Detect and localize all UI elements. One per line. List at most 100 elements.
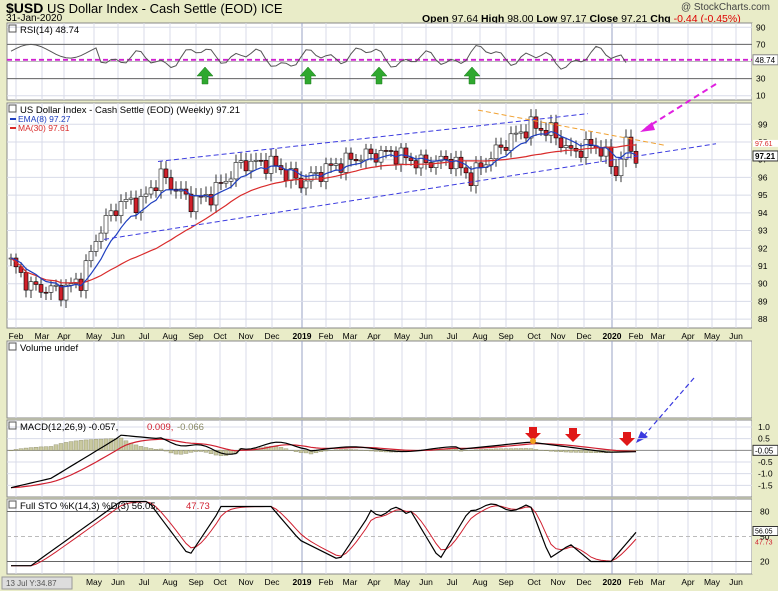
ema8-line bbox=[10, 130, 637, 288]
open-label: Open bbox=[422, 13, 449, 25]
rsi-tick-label: 70 bbox=[756, 39, 766, 49]
price-x-label: Aug bbox=[472, 331, 487, 341]
macd-hist-bar bbox=[493, 448, 499, 451]
candle-down bbox=[368, 148, 374, 155]
price-x-label: Jun bbox=[419, 331, 433, 341]
candle-down bbox=[23, 272, 29, 291]
candle-up bbox=[253, 160, 259, 162]
macd-hist-bar bbox=[168, 450, 174, 454]
candle-up bbox=[473, 162, 479, 186]
macd-hist-bar bbox=[508, 448, 514, 451]
candle-down bbox=[598, 147, 604, 157]
price-tick-label: 89 bbox=[758, 296, 768, 306]
price-x-label: Aug bbox=[162, 331, 177, 341]
macd-hist-bar bbox=[533, 449, 539, 451]
price-x-label: Oct bbox=[213, 331, 227, 341]
macd-hist-bar bbox=[58, 443, 64, 451]
price-x-label: Apr bbox=[57, 331, 70, 341]
macd-hist-bar bbox=[208, 450, 214, 454]
candle-up bbox=[148, 187, 154, 195]
candle-down bbox=[613, 166, 619, 177]
symbol-title: $USD US Dollar Index - Cash Settle (EOD)… bbox=[6, 0, 283, 16]
close-label: Close bbox=[589, 13, 619, 25]
macd-hist-bar bbox=[158, 448, 164, 451]
candle-up bbox=[88, 251, 94, 262]
price-x-label: Feb bbox=[9, 331, 24, 341]
candle-down bbox=[183, 188, 189, 195]
macd-hist-bar bbox=[528, 448, 534, 451]
macd-hist-bar bbox=[23, 447, 29, 451]
candle-up bbox=[333, 163, 339, 166]
macd-hist-bar bbox=[133, 444, 139, 451]
sto-legend: Full STO %K(14,3) %D(3) 56.05, bbox=[20, 501, 158, 512]
macd-hist-legend: -0.066 bbox=[177, 422, 204, 433]
candle-down bbox=[298, 177, 304, 189]
price-x-label: Mar bbox=[35, 331, 50, 341]
candle-up bbox=[493, 144, 499, 160]
macd-hist-bar bbox=[93, 439, 99, 451]
candle-up bbox=[308, 172, 314, 182]
price-x-label: Feb bbox=[319, 331, 334, 341]
price-x-label: Dec bbox=[576, 331, 592, 341]
macd-cross-marker bbox=[530, 438, 536, 444]
price-x-label: 2019 bbox=[293, 331, 312, 341]
candle-up bbox=[53, 284, 59, 287]
macd-hist-bar bbox=[63, 442, 69, 451]
sto-x-label: Aug bbox=[472, 577, 487, 587]
green-up-arrow-icon bbox=[196, 66, 214, 85]
candle-down bbox=[113, 210, 119, 216]
price-tick-label: 91 bbox=[758, 261, 768, 271]
price-x-label: Oct bbox=[527, 331, 541, 341]
candle-down bbox=[43, 291, 49, 294]
macd-hist-bar bbox=[143, 447, 149, 451]
price-x-label: Jul bbox=[139, 331, 150, 341]
candle-up bbox=[358, 159, 364, 162]
ohlc-readout: Open 97.64 High 98.00 Low 97.17 Close 97… bbox=[422, 13, 741, 25]
macd-hist-bar bbox=[48, 446, 54, 451]
sto-x-label: Sep bbox=[498, 577, 513, 587]
chg-label: Chg bbox=[650, 13, 671, 25]
macd-hist-bar bbox=[373, 450, 379, 452]
sto-value-box bbox=[752, 526, 778, 536]
candle-up bbox=[128, 197, 134, 200]
candle-up bbox=[378, 150, 384, 163]
legend-swatch bbox=[8, 421, 17, 430]
candle-up bbox=[143, 193, 149, 197]
sto-tick-label: 80 bbox=[760, 507, 770, 517]
macd-tick-label: 1.0 bbox=[758, 422, 770, 432]
candle-up bbox=[363, 148, 369, 161]
sto-x-label: Nov bbox=[238, 577, 254, 587]
candle-up bbox=[268, 155, 274, 174]
sto-x-label: May bbox=[86, 577, 103, 587]
price-x-label: Jun bbox=[729, 331, 743, 341]
candle-down bbox=[503, 147, 509, 151]
green-up-arrow-icon bbox=[463, 66, 481, 85]
rsi-tick-label: 30 bbox=[756, 74, 766, 84]
macd-hist-bar bbox=[518, 448, 524, 451]
price-title: US Dollar Index - Cash Settle (EOD) (Wee… bbox=[20, 105, 240, 116]
sto-k-line bbox=[11, 500, 637, 567]
candle-down bbox=[38, 284, 44, 293]
macd-hist-bar bbox=[453, 448, 459, 451]
price-tick-label: 94 bbox=[758, 208, 768, 218]
price-x-label: Nov bbox=[238, 331, 254, 341]
candle-down bbox=[388, 150, 394, 152]
sto-x-label: Nov bbox=[550, 577, 566, 587]
macd-hist-bar bbox=[153, 449, 159, 451]
macd-signal-legend: 0.009, bbox=[147, 422, 173, 433]
candle-up bbox=[118, 201, 124, 216]
macd-signal-line bbox=[10, 438, 637, 489]
candle-down bbox=[393, 150, 399, 165]
candle-down bbox=[208, 194, 214, 206]
macd-hist-bar bbox=[188, 450, 194, 453]
macd-hist-bar bbox=[503, 448, 509, 451]
price-x-label: Feb bbox=[629, 331, 644, 341]
macd-hist-bar bbox=[553, 450, 559, 452]
candle-up bbox=[238, 160, 244, 163]
candle-up bbox=[63, 284, 69, 301]
price-x-label: Jun bbox=[111, 331, 125, 341]
candle-down bbox=[443, 155, 449, 160]
magenta-arrow-icon bbox=[640, 122, 655, 132]
macd-tick-label: -1.0 bbox=[758, 469, 773, 479]
